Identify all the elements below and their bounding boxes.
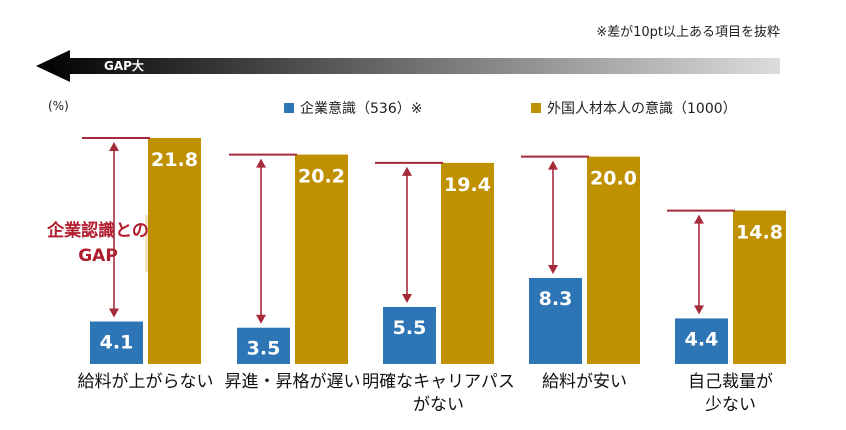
- category-label-2-1: がない: [413, 395, 464, 415]
- bar-label-foreign-2: 19.4: [444, 174, 491, 196]
- category-label-4-1: 少ない: [705, 395, 756, 415]
- annotation-line-1: 企業認識との: [46, 220, 149, 241]
- legend-swatch-company: [284, 103, 294, 113]
- gap-annotation: 企業認識との GAP: [46, 220, 149, 266]
- annotation-line-2: GAP: [78, 246, 118, 266]
- gap-arrowhead-up-0: [109, 142, 119, 151]
- category-label-4-0: 自己裁量が: [688, 372, 773, 392]
- gap-arrow-label: GAP大: [104, 58, 144, 73]
- bar-foreign-0: [148, 138, 201, 364]
- bar-foreign-3: [587, 156, 640, 364]
- unit-label: (%): [48, 99, 69, 113]
- bar-label-company-3: 8.3: [539, 288, 573, 310]
- bar-groups: 4.1 21.8 給料が上がらない 3.5 20.2 昇進・昇格が遅い 5.5 19.4 明確な…: [78, 137, 786, 415]
- bar-company-2: [383, 306, 436, 364]
- legend-label-company: 企業意識（536）※: [300, 100, 422, 117]
- bar-label-company-2: 5.5: [393, 317, 427, 339]
- gap-arrowhead-down-3: [548, 264, 558, 274]
- gap-arrowhead-up-3: [548, 160, 558, 170]
- legend-label-foreign: 外国人材本人の意識（1000）: [547, 100, 737, 117]
- bar-company-4: [675, 318, 728, 364]
- gap-arrowhead-up-4: [694, 214, 704, 224]
- gap-arrowhead-up-2: [402, 166, 412, 176]
- gap-direction-arrow: GAP大: [36, 50, 780, 82]
- bar-foreign-4: [733, 210, 786, 364]
- category-label-1-0: 昇進・昇格が遅い: [225, 372, 361, 392]
- category-label-3-0: 給料が安い: [542, 372, 627, 392]
- gap-arrowhead-down-4: [694, 305, 704, 315]
- bar-foreign-2: [441, 162, 494, 364]
- legend: 企業意識（536）※ 外国人材本人の意識（1000）: [284, 100, 737, 117]
- bar-label-company-1: 3.5: [247, 338, 281, 360]
- bar-company-1: [237, 327, 290, 364]
- bar-foreign-1: [295, 154, 348, 364]
- bar-label-foreign-1: 20.2: [298, 166, 345, 188]
- bar-label-foreign-3: 20.0: [590, 168, 637, 190]
- bar-label-company-4: 4.4: [685, 328, 719, 350]
- gap-arrowhead-down-1: [256, 314, 266, 324]
- bar-company-3: [529, 277, 582, 364]
- gap-arrowhead-down-0: [109, 308, 119, 318]
- legend-swatch-foreign: [531, 103, 541, 113]
- bar-company-0: [90, 321, 143, 364]
- category-label-2-0: 明確なキャリアパス: [362, 372, 515, 392]
- bar-label-foreign-0: 21.8: [151, 149, 198, 171]
- bar-label-company-0: 4.1: [100, 331, 134, 353]
- gap-arrowhead-down-2: [402, 293, 412, 303]
- gap-arrow-shape: [36, 50, 780, 82]
- note-text: ※差が10pt以上ある項目を抜粋: [596, 24, 780, 40]
- gap-arrowhead-up-1: [256, 158, 266, 168]
- bar-label-foreign-4: 14.8: [736, 222, 783, 244]
- category-label-0-0: 給料が上がらない: [78, 372, 214, 392]
